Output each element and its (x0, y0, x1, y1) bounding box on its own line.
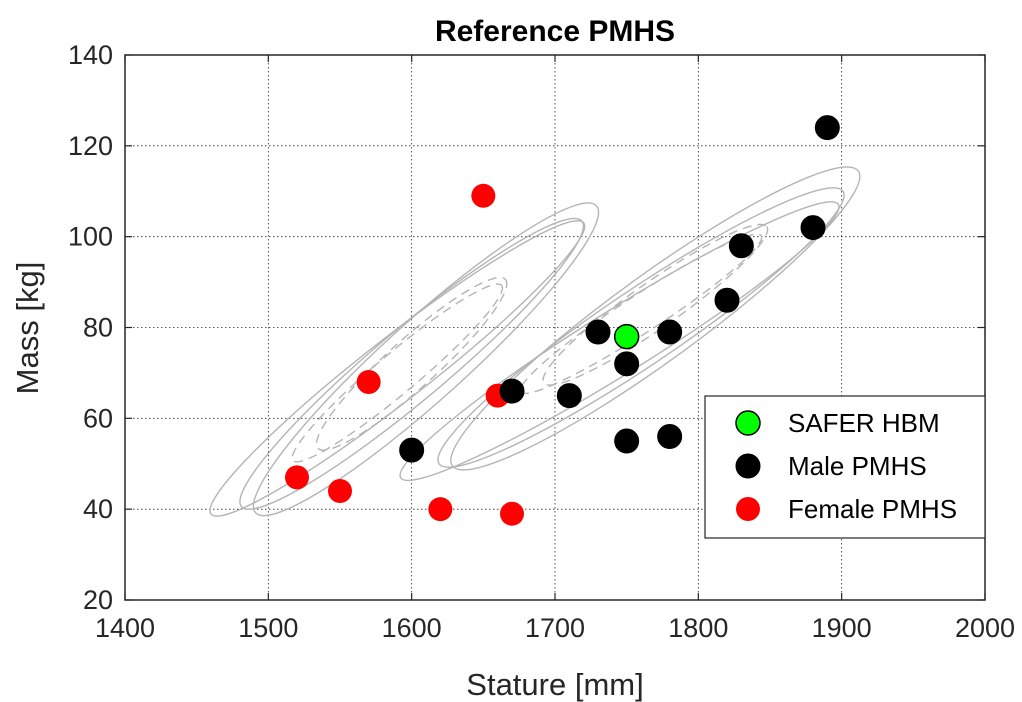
point-female-pmhs (356, 370, 381, 394)
y-tick-label: 40 (83, 494, 113, 524)
legend-label: Female PMHS (788, 494, 957, 524)
x-axis-label: Stature [mm] (466, 667, 643, 702)
point-female-pmhs (328, 479, 352, 503)
solid-ellipse (209, 219, 586, 517)
point-female-pmhs (428, 497, 453, 522)
point-female-pmhs (500, 501, 524, 526)
legend-label: SAFER HBM (788, 408, 940, 438)
point-male-pmhs (399, 437, 425, 463)
y-tick-label: 60 (83, 403, 113, 433)
y-tick-label: 100 (68, 222, 113, 252)
point-male-pmhs (800, 215, 826, 241)
x-tick-label: 1700 (525, 613, 585, 643)
point-male-pmhs (728, 233, 754, 259)
point-male-pmhs (657, 424, 683, 449)
legend-marker (735, 410, 761, 436)
point-safer-hbm (613, 323, 640, 350)
legend-marker (736, 497, 760, 521)
x-tick-label: 1800 (668, 613, 728, 643)
point-male-pmhs (714, 287, 740, 313)
x-tick-label: 1900 (812, 613, 872, 643)
point-male-pmhs (585, 319, 611, 345)
y-tick-label: 140 (68, 40, 113, 70)
axis-ticks: 1400 1500 1600 1700 1800 1900 2000 20 40 60 80 100 1… (68, 40, 1015, 643)
y-tick-label: 20 (83, 585, 113, 615)
y-tick-label: 120 (68, 131, 113, 161)
point-male-pmhs (499, 378, 525, 404)
solid-ellipse (239, 217, 585, 510)
solid-ellipse (450, 166, 861, 471)
x-tick-label: 1500 (238, 613, 298, 643)
legend: SAFER HBM Male PMHS Female PMHS (704, 395, 986, 539)
dashed-ellipse (291, 283, 504, 463)
solid-ellipse (252, 202, 600, 517)
point-female-pmhs (471, 183, 496, 208)
legend-label: Male PMHS (788, 451, 927, 481)
point-male-pmhs (614, 351, 640, 377)
point-male-pmhs (556, 383, 582, 409)
point-male-pmhs (814, 115, 840, 141)
y-axis-label: Mass [kg] (10, 262, 45, 395)
x-tick-label: 1600 (382, 613, 442, 643)
ellipse-contours (209, 166, 861, 517)
chart-title: Reference PMHS (435, 15, 675, 48)
dashed-ellipse (315, 276, 508, 451)
solid-ellipse (437, 187, 845, 468)
x-tick-label: 1400 (95, 613, 155, 643)
x-tick-label: 2000 (955, 613, 1015, 643)
point-male-pmhs (657, 319, 683, 345)
point-female-pmhs (285, 465, 309, 490)
legend-marker (735, 453, 761, 479)
y-tick-label: 80 (83, 313, 113, 343)
data-points (285, 115, 840, 526)
point-male-pmhs (614, 428, 640, 454)
